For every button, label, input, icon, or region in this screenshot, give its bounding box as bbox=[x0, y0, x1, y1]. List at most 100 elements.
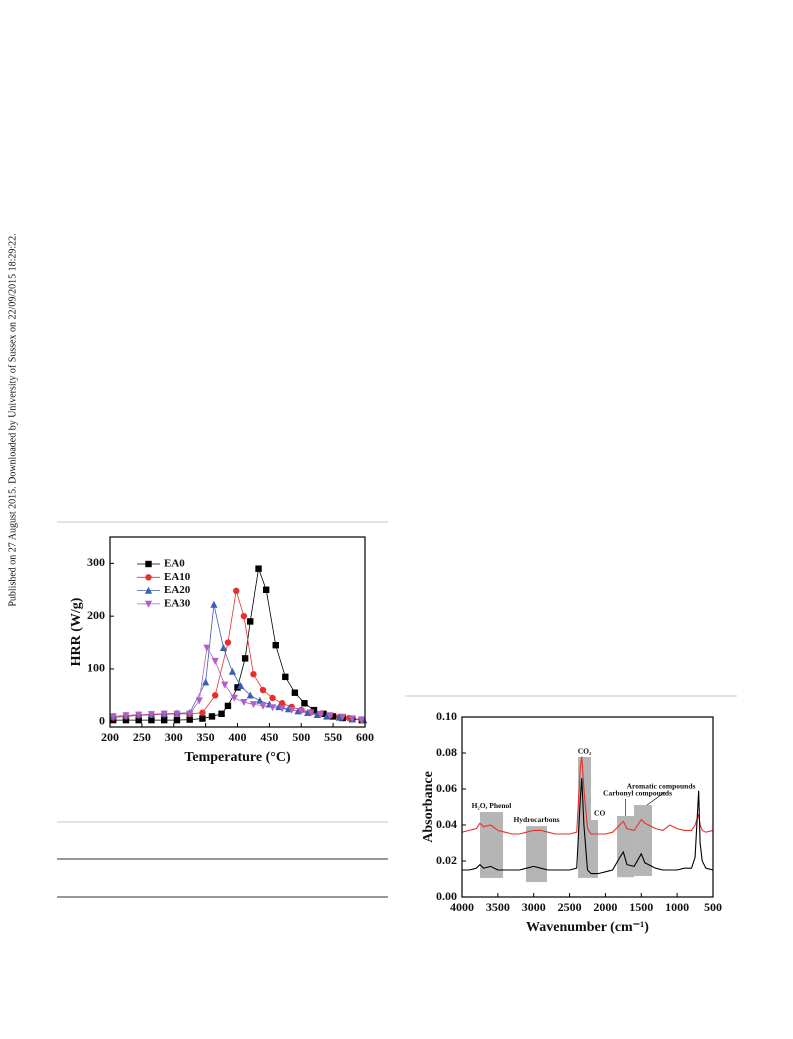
marker bbox=[268, 704, 277, 712]
marker bbox=[147, 711, 156, 719]
marker bbox=[272, 641, 279, 649]
marker bbox=[122, 712, 130, 720]
marker bbox=[307, 709, 315, 717]
region bbox=[526, 826, 547, 883]
side-note: Published on 27 August 2015. Downloaded … bbox=[7, 233, 18, 606]
marker bbox=[224, 702, 232, 710]
x-tick-label: 1500 bbox=[629, 900, 653, 914]
plot bbox=[462, 756, 713, 875]
x-tick-label: 550 bbox=[324, 730, 342, 744]
marker bbox=[246, 691, 254, 699]
marker bbox=[195, 697, 203, 705]
marker bbox=[247, 618, 254, 625]
legend-marker bbox=[145, 574, 152, 581]
series-line bbox=[462, 756, 713, 835]
marker bbox=[224, 639, 232, 646]
marker bbox=[304, 708, 312, 716]
legend-label: EA10 bbox=[164, 571, 191, 583]
marker bbox=[249, 701, 258, 709]
x-axis-title: Temperature (°C) bbox=[184, 750, 291, 765]
region bbox=[480, 812, 504, 878]
region-label: Carbonyl compounds bbox=[603, 789, 672, 798]
marker bbox=[326, 712, 334, 720]
region-label: Aromatic compounds bbox=[627, 782, 696, 791]
x-tick-label: 450 bbox=[260, 730, 278, 744]
series-line bbox=[462, 778, 713, 875]
plot-frame bbox=[461, 716, 714, 898]
marker bbox=[329, 713, 337, 720]
marker bbox=[203, 644, 211, 652]
marker bbox=[240, 698, 248, 706]
x-tick-label: 200 bbox=[101, 730, 119, 744]
x-tick-label: 300 bbox=[165, 730, 183, 744]
x-tick-label: 350 bbox=[197, 730, 215, 744]
marker bbox=[255, 565, 262, 572]
y-tick-label: 300 bbox=[87, 555, 105, 569]
y-tick-label: 0 bbox=[99, 713, 105, 727]
x-tick-label: 2500 bbox=[558, 900, 582, 914]
marker bbox=[160, 716, 168, 724]
marker bbox=[211, 657, 219, 665]
marker bbox=[358, 716, 366, 724]
marker bbox=[348, 715, 356, 723]
marker bbox=[109, 713, 117, 721]
marker bbox=[339, 713, 347, 721]
marker bbox=[160, 710, 168, 718]
y-tick-label: 200 bbox=[87, 608, 105, 622]
marker bbox=[250, 671, 257, 678]
marker bbox=[173, 710, 181, 718]
x-tick-label: 250 bbox=[133, 730, 151, 744]
marker bbox=[228, 667, 236, 675]
y-tick-label: 0.00 bbox=[436, 889, 457, 903]
marker bbox=[323, 712, 331, 720]
y-tick-label: 0.02 bbox=[436, 853, 457, 867]
legend-label: EA0 bbox=[164, 558, 185, 570]
marker bbox=[278, 700, 286, 707]
marker bbox=[221, 681, 229, 689]
region bbox=[617, 816, 635, 878]
marker bbox=[135, 711, 143, 719]
x-axis-title: Wavenumber (cm⁻¹) bbox=[526, 920, 649, 935]
marker bbox=[241, 655, 249, 662]
x-tick-label: 500 bbox=[292, 730, 310, 744]
series-line bbox=[113, 646, 362, 721]
marker bbox=[301, 700, 308, 707]
y-tick-label: 0.06 bbox=[436, 781, 457, 795]
marker bbox=[208, 713, 216, 720]
marker bbox=[297, 707, 305, 715]
region-label: CO₂ bbox=[578, 747, 592, 756]
marker bbox=[135, 716, 142, 724]
legend-label: EA30 bbox=[164, 597, 191, 609]
marker bbox=[335, 713, 344, 721]
y-tick-label: 0.08 bbox=[436, 745, 457, 759]
marker bbox=[199, 715, 206, 722]
y-tick-label: 0.10 bbox=[436, 709, 457, 723]
marker bbox=[218, 710, 225, 718]
marker bbox=[294, 707, 302, 715]
marker bbox=[237, 682, 245, 690]
marker bbox=[291, 689, 299, 696]
marker bbox=[316, 711, 324, 719]
marker bbox=[199, 709, 206, 716]
x-tick-label: 3500 bbox=[486, 900, 510, 914]
marker bbox=[230, 694, 238, 702]
region-label: H₂O, Phenol bbox=[472, 801, 512, 810]
y-tick-label: 100 bbox=[87, 661, 105, 675]
marker bbox=[256, 696, 264, 704]
series-line bbox=[113, 590, 362, 721]
region bbox=[591, 819, 599, 878]
marker bbox=[240, 612, 248, 620]
series-line bbox=[113, 604, 364, 721]
marker bbox=[233, 587, 240, 595]
x-tick-label: 400 bbox=[229, 730, 247, 744]
x-tick-label: 500 bbox=[704, 900, 722, 914]
marker bbox=[219, 644, 228, 652]
legend-marker bbox=[145, 560, 152, 568]
marker bbox=[234, 684, 241, 691]
marker bbox=[122, 716, 130, 724]
marker bbox=[282, 673, 289, 681]
y-tick-label: 0.04 bbox=[436, 817, 457, 831]
marker bbox=[211, 692, 219, 699]
marker bbox=[173, 716, 181, 724]
